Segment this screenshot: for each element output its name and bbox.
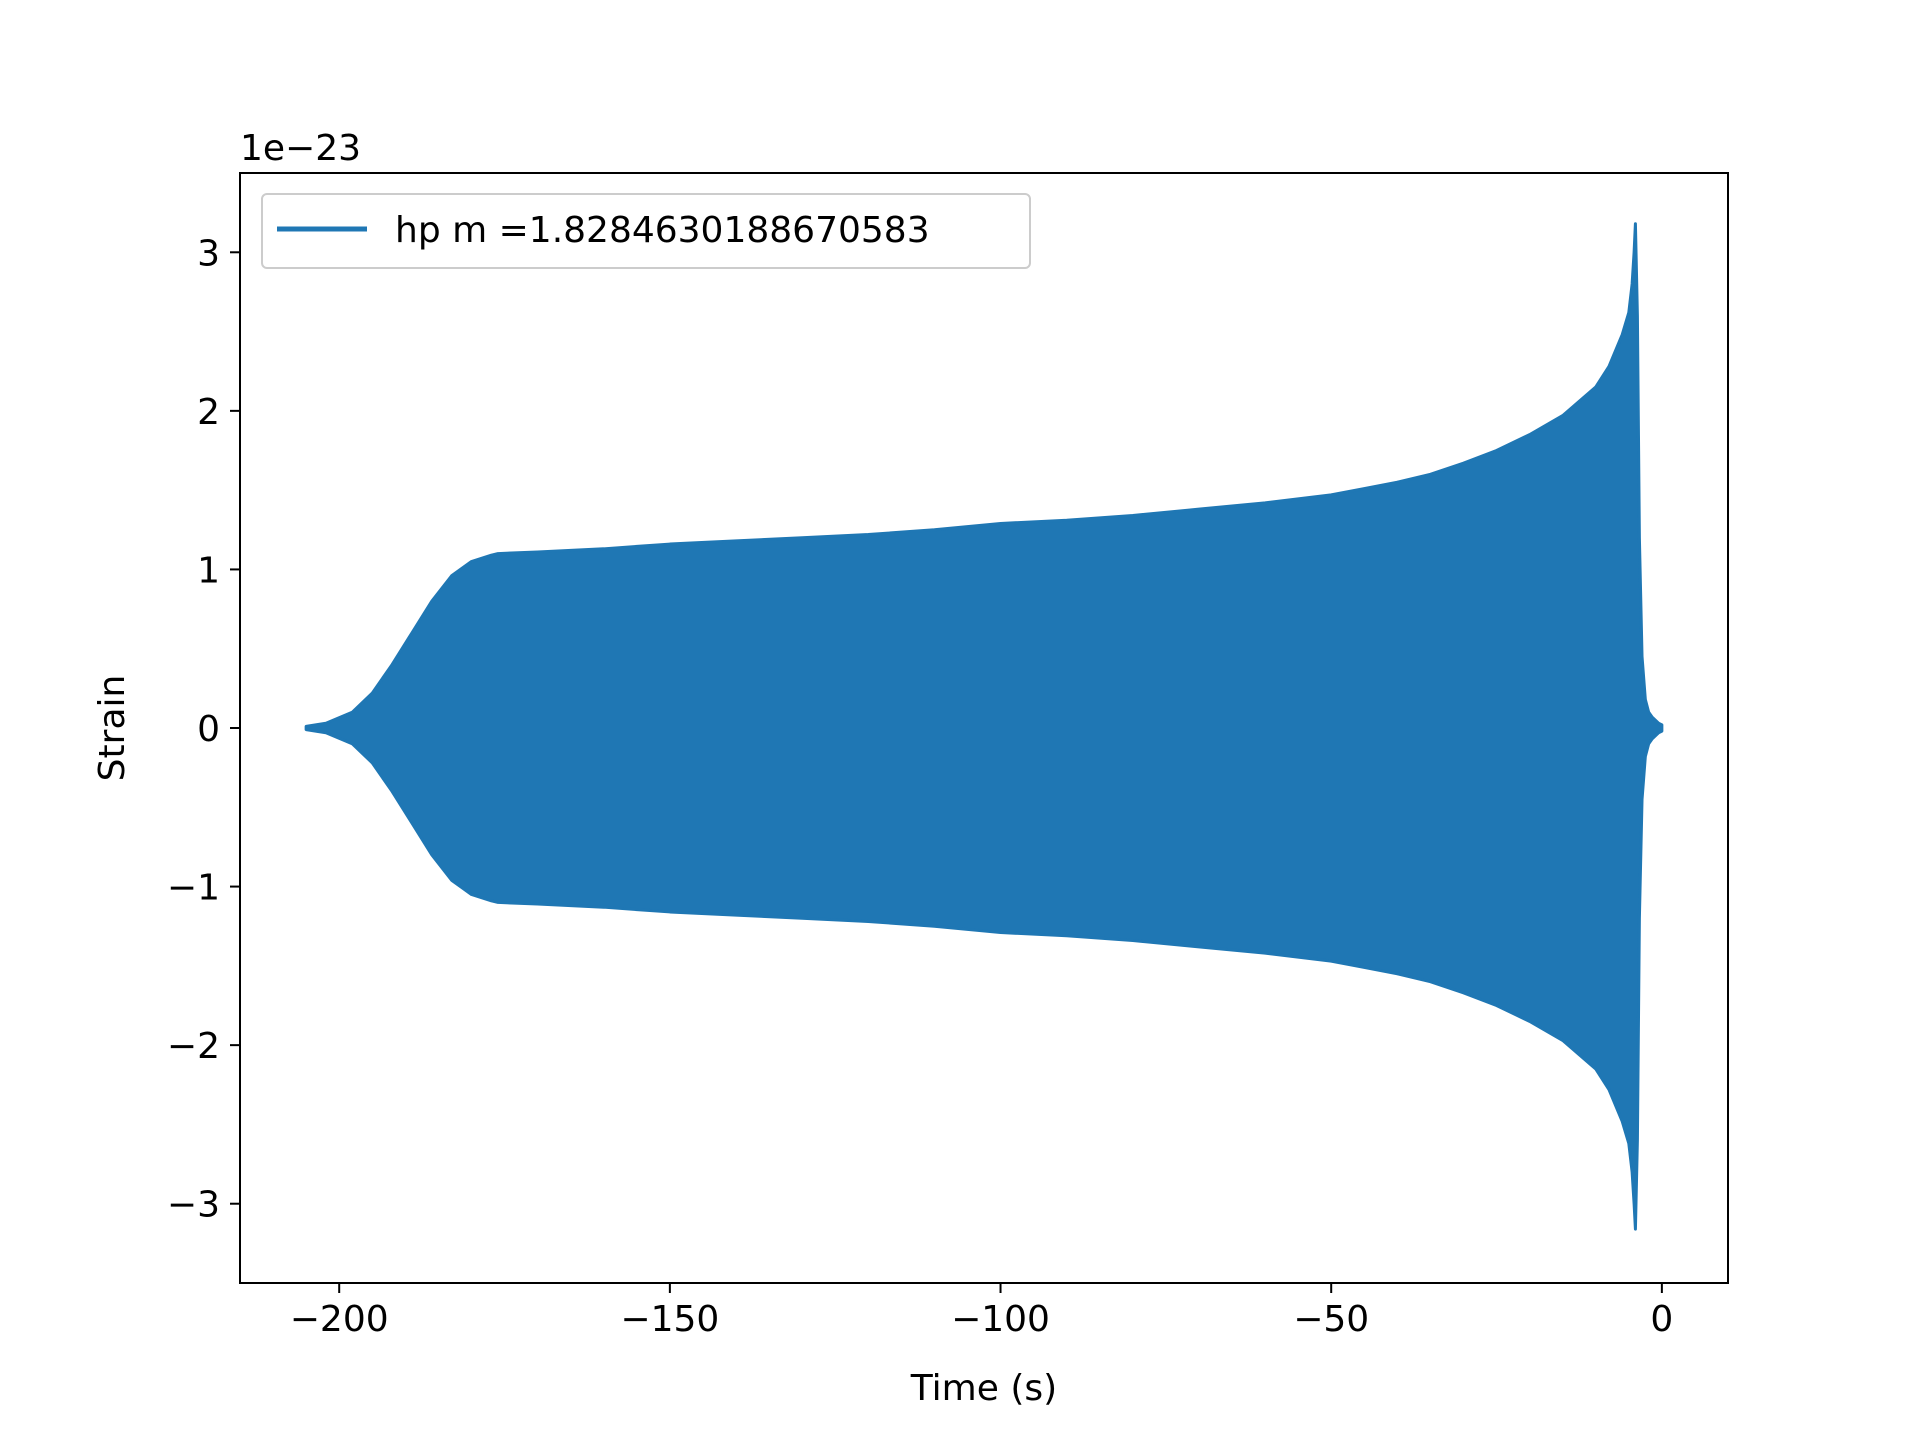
- x-axis: −200 −150 −100 −50 0: [290, 1283, 1673, 1340]
- y-tick-label: −2: [167, 1026, 220, 1067]
- x-tick-label: 0: [1650, 1299, 1673, 1340]
- legend-box: [261, 193, 1031, 269]
- x-tick-label: −200: [290, 1299, 389, 1340]
- x-tick-label: −50: [1293, 1299, 1369, 1340]
- y-axis-label: Strain: [92, 675, 133, 782]
- legend-label: hp m =1.8284630188670583: [395, 210, 930, 251]
- y-tick-label: 3: [197, 233, 220, 274]
- x-tick-label: −100: [951, 1299, 1050, 1340]
- y-offset-text: 1e−23: [240, 128, 361, 169]
- y-tick-label: −3: [167, 1185, 220, 1226]
- y-tick-label: 2: [197, 392, 220, 433]
- y-axis: −3 −2 −1 0 1 2 3: [167, 233, 240, 1226]
- series-layer: [304, 222, 1664, 1231]
- series-0-waveform: [304, 222, 1664, 1231]
- x-tick-label: −150: [620, 1299, 719, 1340]
- y-tick-label: 1: [197, 550, 220, 591]
- y-tick-label: 0: [197, 709, 220, 750]
- legend: hp m =1.8284630188670583: [261, 193, 1031, 269]
- y-tick-label: −1: [167, 868, 220, 909]
- x-axis-label: Time (s): [910, 1368, 1057, 1409]
